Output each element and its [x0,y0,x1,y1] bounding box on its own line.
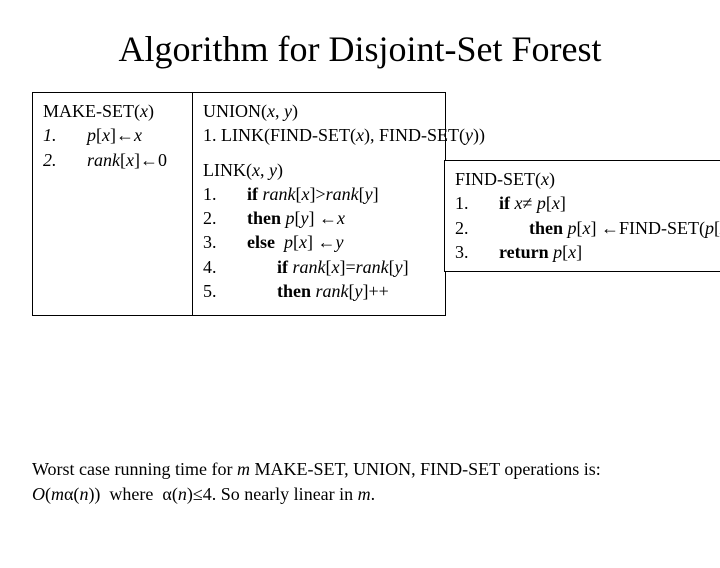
link-l3-num: 3. [203,232,217,252]
makeset-l1-num: 1. [43,125,57,145]
link-line-1: 1. if rank[x]>rank[y] [203,182,435,206]
link-l2-num: 2. [203,208,217,228]
findset-header: FIND-SET(x) [455,167,720,191]
page-title: Algorithm for Disjoint-Set Forest [0,28,720,70]
makeset-fn: MAKE-SET(x) [43,101,154,121]
link-line-2: 2. then p[y] ←x [203,206,435,230]
union-header: UNION(x, y) [203,99,435,123]
union-line-1: 1. LINK(FIND-SET(x), FIND-SET(y)) [203,123,435,147]
makeset-box: MAKE-SET(x) 1. p[x]←x 2. rank[x]←0 [32,92,194,316]
footer-line-1: Worst case running time for m MAKE-SET, … [32,457,682,481]
makeset-header: MAKE-SET(x) [43,99,183,123]
union-link-box: UNION(x, y) 1. LINK(FIND-SET(x), FIND-SE… [192,92,446,316]
link-line-3: 3. else p[x] ←y [203,230,435,254]
findset-l1-num: 1. [455,193,469,213]
link-header: LINK(x, y) [203,158,435,182]
findset-line-1: 1. if x≠ p[x] [455,191,720,215]
makeset-l2-num: 2. [43,150,57,170]
algorithm-boxes: MAKE-SET(x) 1. p[x]←x 2. rank[x]←0 UNION… [32,92,720,352]
link-line-5: 5. then rank[y]++ [203,279,435,303]
makeset-line-2: 2. rank[x]←0 [43,148,183,172]
findset-l2-num: 2. [455,218,469,238]
link-l4-num: 4. [203,257,217,277]
makeset-line-1: 1. p[x]←x [43,123,183,147]
link-l5-num: 5. [203,281,217,301]
link-l1-num: 1. [203,184,217,204]
findset-l3-num: 3. [455,242,469,262]
findset-line-3: 3. return p[x] [455,240,720,264]
findset-box: FIND-SET(x) 1. if x≠ p[x] 2. then p[x] ←… [444,160,720,272]
footer-line-2: O(mα(n)) where α(n)≤4. So nearly linear … [32,482,682,506]
link-line-4: 4. if rank[x]=rank[y] [203,255,435,279]
findset-line-2: 2. then p[x] ←FIND-SET(p[x]) [455,216,720,240]
footer-text: Worst case running time for m MAKE-SET, … [32,457,682,506]
